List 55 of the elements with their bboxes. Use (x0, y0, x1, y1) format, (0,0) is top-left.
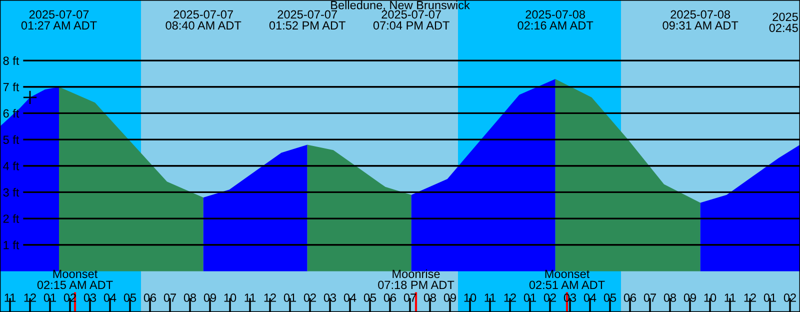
y-tick-label: 3 ft (3, 188, 20, 197)
x-tick-label: 10 (224, 294, 236, 302)
x2-tick-label: 2025-07-07 08:40 AM ADT (166, 10, 242, 30)
x-tick-label: 01 (764, 294, 776, 302)
x-tick-label: 04 (584, 294, 596, 302)
x-tick-label: 05 (604, 294, 616, 302)
y-tick-label: 5 ft (3, 135, 20, 144)
x-tick-label: 05 (124, 294, 136, 302)
x-tick-label: 09 (684, 294, 696, 302)
x-tick-label: 04 (344, 294, 356, 302)
x-tick-label: 11 (4, 294, 16, 302)
x2-tick-label: 2025-07-07 07:04 PM ADT (373, 10, 450, 30)
x-tick-label: 08 (184, 294, 196, 302)
y-tick-label: 1 ft (4, 240, 20, 250)
x-tick-label: 02 (544, 294, 556, 302)
ref-line-label: Moonset 02:15 AM ADT (37, 270, 113, 290)
x-tick-label: 03 (84, 294, 96, 302)
x-tick-label: 12 (264, 294, 276, 302)
y-tick-label: 4 ft (3, 162, 20, 170)
x-tick-label: 10 (704, 294, 716, 302)
x-tick-label: 06 (624, 294, 636, 302)
x-tick-label: 01 (284, 294, 296, 302)
x-tick-label: 12 (24, 294, 36, 302)
x-tick-label: 08 (424, 294, 436, 302)
y-tick-label: 6 ft (3, 108, 20, 118)
x-tick-label: 10 (464, 294, 476, 302)
x-tick-label: 11 (244, 294, 256, 302)
x-tick-label: 04 (104, 294, 116, 302)
x-tick-label: 07 (644, 294, 656, 302)
x-tick-label: 11 (724, 294, 736, 302)
x-tick-label: 11 (484, 294, 496, 302)
x-tick-label: 08 (664, 294, 676, 302)
x-tick-label: 03 (324, 294, 336, 302)
y-tick-label: 7 ft (3, 82, 20, 92)
ref-line-label: Moonset 02:51 AM ADT (529, 270, 605, 290)
x-tick-label: 02 (784, 294, 796, 302)
x2-tick-label: 2025-07-08 09:31 AM ADT (662, 10, 738, 30)
x-tick-label: 06 (144, 294, 156, 302)
x2-tick-label: 2025-07-08 02:16 AM ADT (518, 10, 594, 30)
x-tick-label: 09 (444, 294, 456, 302)
x2-tick-label: 2025-07-07 01:27 AM ADT (21, 10, 97, 30)
x-tick-label: 12 (744, 294, 756, 302)
x2-tick-label: 2025-07-07 01:52 PM ADT (269, 10, 346, 30)
y-tick-label: 8 ft (3, 56, 20, 65)
x-tick-label: 05 (364, 294, 376, 302)
x-tick-label: 01 (524, 294, 536, 302)
x-tick-label: 12 (504, 294, 516, 302)
y-tick-label: 2 ft (3, 214, 20, 223)
annotation: 2025 02:45 (769, 12, 798, 32)
x-tick-label: 09 (204, 294, 216, 302)
ref-line-label: Moonrise 07:18 PM ADT (378, 269, 454, 290)
x-tick-label: 07 (164, 294, 176, 302)
x-tick-label: 02 (304, 294, 316, 302)
x-tick-label: 06 (384, 294, 396, 302)
x-tick-label: 01 (44, 294, 56, 302)
